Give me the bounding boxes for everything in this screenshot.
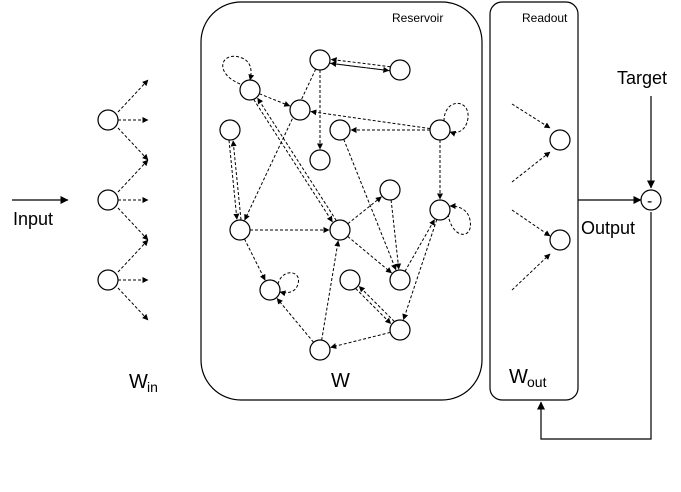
output-label: Output xyxy=(581,218,635,238)
self-loop-c xyxy=(222,55,255,85)
reservoir-node xyxy=(259,279,281,301)
input-weight-arrow xyxy=(117,207,149,241)
edge-g-d xyxy=(310,109,431,130)
edge-q-r xyxy=(355,288,392,324)
input-weight-arrow xyxy=(117,287,149,321)
input-label: Input xyxy=(13,209,53,229)
reservoir-label: Reservoir xyxy=(392,11,443,25)
output-weights-sub: out xyxy=(527,374,547,390)
edge-a-m xyxy=(244,68,317,221)
readout-weight-arrow xyxy=(511,103,551,129)
self-loop-p xyxy=(277,272,299,297)
readout-weight-arrow xyxy=(511,253,551,291)
reservoir-node xyxy=(219,119,241,141)
input-weight-arrow xyxy=(117,239,149,273)
edge-n-o xyxy=(347,236,392,274)
edge-s-p xyxy=(276,298,314,343)
readout-node xyxy=(549,229,571,251)
input-node xyxy=(97,189,119,211)
reservoir-node xyxy=(389,269,411,291)
reservoir-node xyxy=(309,49,331,71)
reservoir-node xyxy=(329,219,351,241)
reservoir-node xyxy=(389,59,411,81)
input-weights-label: W in xyxy=(129,371,158,395)
reservoir-node xyxy=(229,219,251,241)
readout-label: Readout xyxy=(522,11,568,25)
reservoir-node xyxy=(309,149,331,171)
edge-f-o xyxy=(343,139,397,271)
self-loop-l xyxy=(447,203,471,235)
input-weight-arrow xyxy=(117,159,149,193)
comparator-node: - xyxy=(640,189,662,211)
target-label: Target xyxy=(617,68,667,88)
input-weights-main: W xyxy=(129,371,148,393)
output-weights-label: W out xyxy=(509,366,547,390)
input-node xyxy=(97,109,119,131)
input-node xyxy=(97,269,119,291)
input-weight-arrow xyxy=(117,79,149,113)
input-weight-arrow xyxy=(117,127,149,161)
readout-weight-arrow xyxy=(511,209,551,237)
feedback-line xyxy=(537,212,652,440)
edge-n-c xyxy=(257,97,337,221)
reservoir-node xyxy=(329,119,351,141)
edge-k-o xyxy=(390,199,402,270)
readout-weight-arrow xyxy=(511,151,551,183)
reservoir-matrix-label: W xyxy=(331,370,350,392)
reservoir-node xyxy=(429,199,451,221)
reservoir-node xyxy=(389,319,411,341)
edge-c-d xyxy=(259,93,291,107)
edge-s-n xyxy=(321,240,341,341)
edge-e-m xyxy=(228,140,240,220)
edge-r-s xyxy=(330,331,391,349)
readout-node xyxy=(549,129,571,151)
reservoir-node xyxy=(429,119,451,141)
input-weights-sub: in xyxy=(147,379,158,395)
edge-m-p xyxy=(244,238,266,281)
edge-n-k xyxy=(347,196,382,225)
readout-box xyxy=(489,1,579,401)
edge-r-q xyxy=(358,286,395,322)
edge-c-n xyxy=(253,99,333,223)
reservoir-node xyxy=(309,339,331,361)
reservoir-node xyxy=(339,269,361,291)
comparator-symbol: - xyxy=(647,193,652,210)
reservoir-node xyxy=(379,179,401,201)
edge-m-e xyxy=(230,140,242,220)
reservoir-node xyxy=(239,79,261,101)
edge-l-r xyxy=(402,219,438,321)
output-weights-main: W xyxy=(509,366,528,388)
reservoir-node xyxy=(289,99,311,121)
